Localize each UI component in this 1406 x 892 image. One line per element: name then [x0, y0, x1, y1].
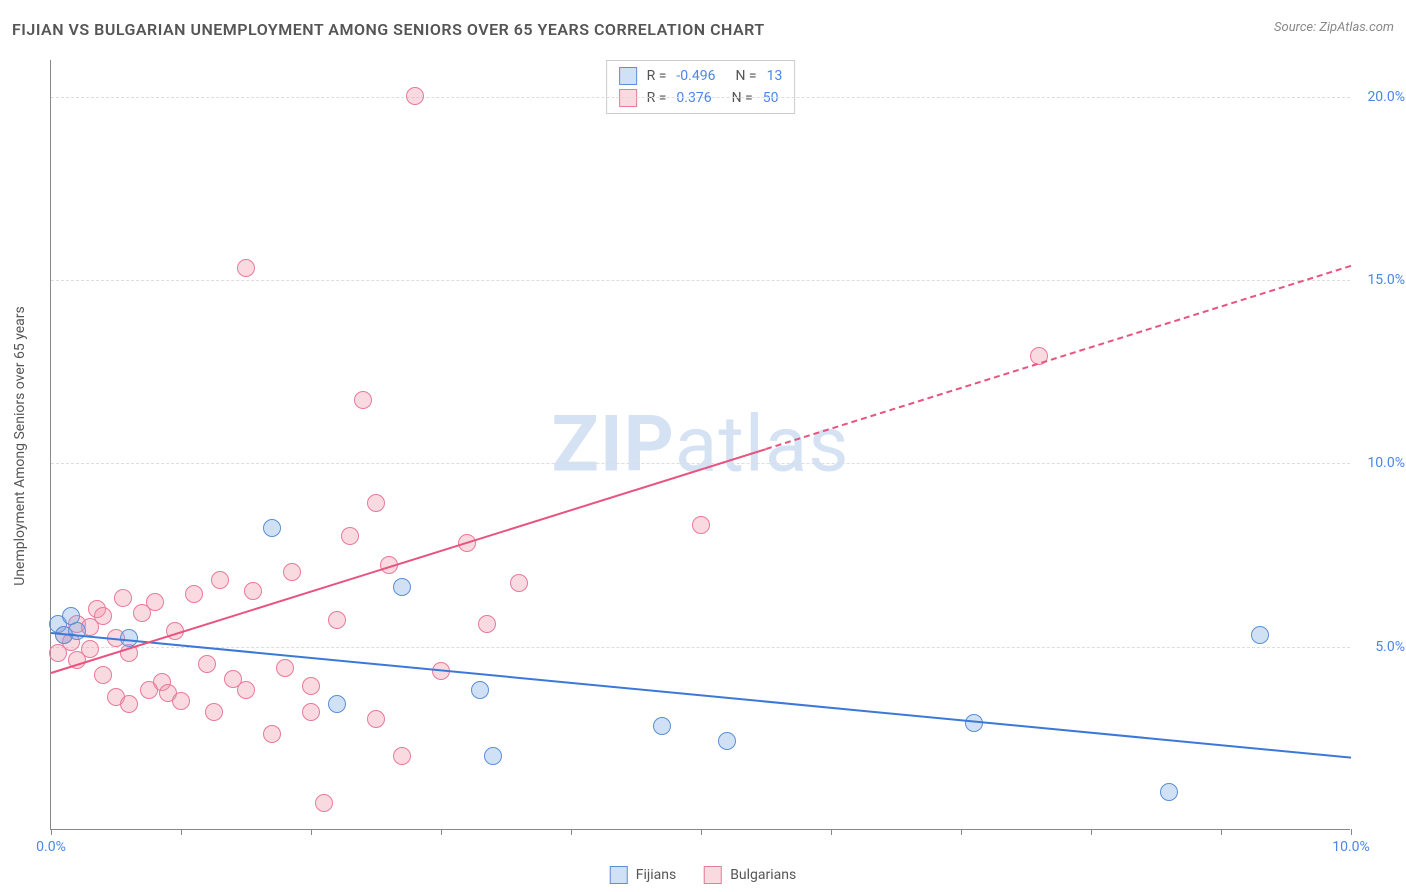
data-point-bulgarians [692, 516, 710, 534]
x-tick [1221, 829, 1222, 835]
x-tick [961, 829, 962, 835]
swatch-fijians [619, 67, 637, 85]
data-point-bulgarians [211, 571, 229, 589]
n-value-bulgarians: 50 [763, 87, 779, 109]
data-point-bulgarians [185, 585, 203, 603]
data-point-fijians [471, 681, 489, 699]
data-point-bulgarians [120, 695, 138, 713]
r-label-2: R = [647, 87, 667, 109]
data-point-bulgarians [315, 794, 333, 812]
y-tick-label: 20.0% [1367, 89, 1405, 105]
data-point-bulgarians [263, 725, 281, 743]
r-label: R = [647, 65, 667, 87]
data-point-bulgarians [146, 593, 164, 611]
data-point-bulgarians [94, 607, 112, 625]
gridline [51, 647, 1350, 648]
y-tick-label: 15.0% [1367, 272, 1405, 288]
stats-legend-box: R = -0.496 N = 13 R = 0.376 N = 50 [606, 60, 796, 114]
r-value-bulgarians: 0.376 [676, 87, 711, 109]
data-point-bulgarians [198, 655, 216, 673]
data-point-bulgarians [367, 494, 385, 512]
data-point-fijians [393, 578, 411, 596]
data-point-bulgarians [114, 589, 132, 607]
data-point-bulgarians [354, 391, 372, 409]
x-tick-label: 0.0% [36, 839, 66, 855]
gridline [51, 97, 1350, 98]
data-point-bulgarians [237, 681, 255, 699]
data-point-bulgarians [244, 582, 262, 600]
data-point-bulgarians [510, 574, 528, 592]
data-point-bulgarians [302, 703, 320, 721]
data-point-bulgarians [328, 611, 346, 629]
data-point-bulgarians [172, 692, 190, 710]
data-point-fijians [653, 717, 671, 735]
legend-swatch-fijians [610, 866, 628, 884]
legend-item-bulgarians: Bulgarians [704, 866, 796, 884]
x-tick [51, 829, 52, 835]
r-value-fijians: -0.496 [676, 65, 715, 87]
legend-item-fijians: Fijians [610, 866, 676, 884]
chart-header: FIJIAN VS BULGARIAN UNEMPLOYMENT AMONG S… [12, 20, 1394, 39]
scatter-plot: ZIPatlas R = -0.496 N = 13 R = 0.376 N =… [50, 60, 1350, 830]
watermark-atlas: atlas [675, 399, 850, 490]
data-point-bulgarians [341, 527, 359, 545]
data-point-bulgarians [205, 703, 223, 721]
data-point-fijians [718, 732, 736, 750]
data-point-bulgarians [302, 677, 320, 695]
data-point-bulgarians [283, 563, 301, 581]
chart-title: FIJIAN VS BULGARIAN UNEMPLOYMENT AMONG S… [12, 20, 765, 39]
data-point-bulgarians [276, 659, 294, 677]
legend-label-bulgarians: Bulgarians [730, 867, 796, 883]
source-credit: Source: ZipAtlas.com [1274, 20, 1394, 35]
x-tick [571, 829, 572, 835]
data-point-fijians [68, 622, 86, 640]
data-point-fijians [484, 747, 502, 765]
x-tick [181, 829, 182, 835]
data-point-bulgarians [393, 747, 411, 765]
stats-row-bulgarians: R = 0.376 N = 50 [619, 87, 783, 109]
legend-swatch-bulgarians [704, 866, 722, 884]
data-point-bulgarians [94, 666, 112, 684]
x-tick [831, 829, 832, 835]
data-point-fijians [263, 519, 281, 537]
data-point-bulgarians [406, 87, 424, 105]
bottom-legend: Fijians Bulgarians [610, 866, 797, 884]
data-point-bulgarians [237, 259, 255, 277]
stats-row-fijians: R = -0.496 N = 13 [619, 65, 783, 87]
data-point-fijians [1251, 626, 1269, 644]
y-tick-label: 10.0% [1367, 455, 1405, 471]
legend-label-fijians: Fijians [636, 867, 676, 883]
n-label: N = [735, 65, 756, 87]
x-tick [311, 829, 312, 835]
x-tick [701, 829, 702, 835]
data-point-fijians [328, 695, 346, 713]
y-axis-title: Unemployment Among Seniors over 65 years [12, 306, 28, 586]
n-value-fijians: 13 [767, 65, 783, 87]
watermark-zip: ZIP [551, 399, 674, 490]
n-label-2: N = [732, 87, 753, 109]
data-point-bulgarians [367, 710, 385, 728]
x-tick [1091, 829, 1092, 835]
gridline [51, 280, 1350, 281]
regression-line-bulgarians-solid [51, 449, 767, 675]
watermark: ZIPatlas [551, 399, 849, 490]
regression-line-bulgarians-dashed [766, 265, 1352, 450]
x-tick [441, 829, 442, 835]
y-tick-label: 5.0% [1375, 639, 1405, 655]
data-point-fijians [1160, 783, 1178, 801]
data-point-bulgarians [478, 615, 496, 633]
gridline [51, 463, 1350, 464]
swatch-bulgarians [619, 89, 637, 107]
x-tick-label: 10.0% [1332, 839, 1370, 855]
x-tick [1351, 829, 1352, 835]
data-point-bulgarians [81, 640, 99, 658]
